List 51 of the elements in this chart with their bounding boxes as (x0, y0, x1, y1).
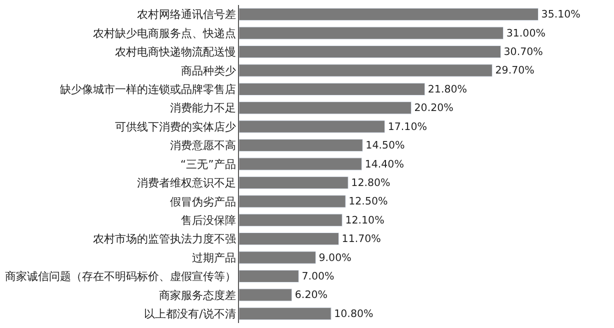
y-tick-label: 消费意愿不高 (170, 139, 236, 152)
bar (239, 251, 316, 264)
y-tick-label: 商品种类少 (180, 64, 236, 78)
bar (239, 270, 299, 283)
y-tick-label: 农村市场的监管执法力度不强 (92, 232, 236, 246)
data-label: 14.50% (366, 140, 406, 152)
y-tick-label: 消费者维权意识不足 (136, 176, 236, 190)
data-label: 30.70% (504, 46, 544, 58)
data-label: 6.20% (294, 289, 328, 302)
data-label: 35.10% (541, 8, 581, 21)
data-label: 10.80% (334, 308, 374, 320)
data-label: 7.00% (302, 270, 335, 283)
y-tick-label: 以上都没有/说不清 (144, 308, 236, 320)
y-tick-label: “三无”产品 (180, 158, 236, 171)
y-tick-label: 农村网络通讯信号差 (136, 8, 236, 22)
data-label: 11.70% (342, 233, 382, 246)
y-tick-label: 商家诚信问题（存在不明码标价、虚假宣传等） (4, 270, 236, 284)
y-tick-label: 售后没保障 (180, 214, 236, 227)
bar (239, 158, 362, 170)
y-tick-label: 缺少像城市一样的连锁或品牌零售店 (60, 83, 236, 96)
bar (239, 82, 426, 96)
y-tick-label: 农村电商快递物流配送慢 (114, 46, 236, 59)
bar (239, 195, 346, 208)
bar (239, 138, 363, 152)
y-tick-label: 商家服务态度差 (158, 288, 236, 302)
y-tick-label: 过期产品 (192, 251, 236, 264)
bar (239, 26, 504, 40)
data-label: 12.80% (351, 176, 391, 189)
data-label: 21.80% (428, 83, 468, 96)
bar (239, 8, 538, 21)
bar (239, 64, 492, 77)
data-label: 9.00% (318, 252, 352, 264)
y-tick-label: 假冒伪劣产品 (170, 195, 236, 208)
data-label: 31.00% (506, 27, 546, 40)
bar (239, 288, 292, 302)
bar (239, 45, 501, 58)
bar (239, 120, 386, 133)
data-label: 12.50% (348, 196, 388, 208)
data-label: 12.10% (345, 214, 385, 226)
data-label: 20.20% (414, 102, 454, 114)
bar (239, 176, 348, 190)
y-tick-label: 可供线下消费的实体店少 (114, 120, 236, 134)
data-label: 14.40% (364, 158, 404, 170)
bar (239, 307, 332, 320)
data-label: 29.70% (495, 64, 535, 77)
bar (239, 214, 342, 226)
data-label: 17.10% (388, 120, 428, 133)
bar (239, 232, 339, 246)
y-tick-label: 农村缺少电商服务点、快递点 (92, 26, 236, 40)
y-tick-label: 消费能力不足 (170, 102, 236, 115)
bar (239, 102, 412, 114)
